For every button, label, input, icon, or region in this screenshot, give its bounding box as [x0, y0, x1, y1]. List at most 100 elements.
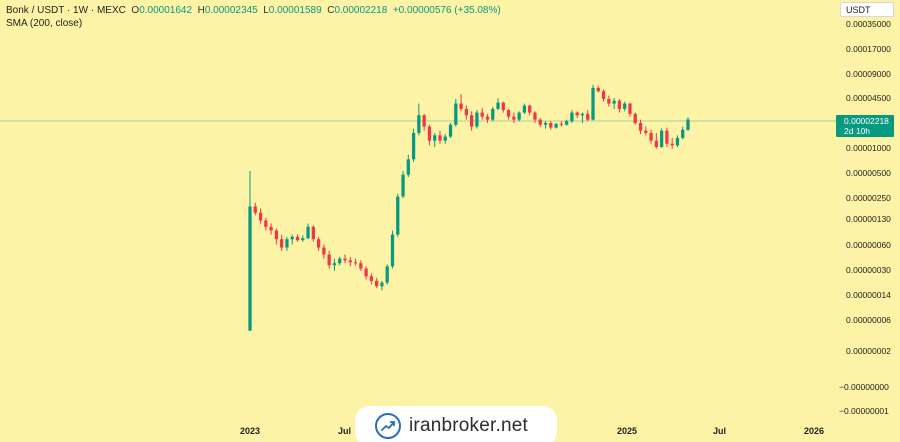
y-tick-label: 0.00017000: [846, 44, 891, 54]
high-value: 0.00002345: [204, 5, 258, 16]
candle-body: [564, 121, 569, 125]
low-key: L: [263, 5, 269, 16]
candle-body: [675, 137, 680, 146]
candle-body: [475, 112, 479, 127]
y-tick-label: 0.00035000: [846, 19, 891, 29]
candle-body: [316, 239, 321, 248]
candle-body: [575, 112, 579, 116]
candle-body: [512, 116, 516, 120]
candle-body: [401, 174, 405, 197]
candle-body: [290, 236, 294, 240]
candle-body: [623, 103, 627, 109]
candle-body: [638, 122, 643, 131]
candle-body: [665, 130, 669, 144]
y-tick-label: 0.00009000: [846, 69, 891, 79]
candle-body: [327, 254, 331, 266]
candle-body: [496, 102, 500, 109]
candle-body: [586, 113, 590, 120]
candle-body: [501, 102, 505, 111]
candle-body: [670, 143, 674, 146]
candle-body: [332, 263, 337, 266]
candle-body: [396, 196, 400, 235]
candle-body: [375, 280, 379, 287]
x-tick-label: Jul: [338, 426, 352, 436]
candle-body: [633, 113, 637, 123]
candle-body: [470, 115, 474, 127]
candle-body: [617, 100, 622, 109]
ohlc-legend: Bonk / USDT · 1W · MEXC O0.00001642 H0.0…: [6, 4, 501, 17]
candle-body: [301, 238, 305, 241]
candle-body: [280, 239, 284, 248]
candle-body: [491, 108, 495, 120]
candle-body: [353, 262, 358, 264]
open-key: O: [131, 5, 140, 16]
y-tick-label: 0.00000250: [846, 193, 891, 203]
high-key: H: [197, 5, 205, 16]
candle-body: [549, 122, 553, 128]
candle-body: [348, 260, 352, 263]
x-tick-label: 2025: [617, 426, 638, 436]
candle-body: [274, 230, 279, 240]
candle-body: [543, 122, 548, 125]
candle-body: [438, 135, 442, 141]
candle-body: [659, 130, 664, 147]
last-price-tag: 0.00002218 2d 10h: [836, 115, 894, 137]
candle-body: [607, 98, 611, 104]
x-tick-label: Jul: [713, 426, 727, 436]
candle-body: [411, 132, 416, 160]
candle-body: [649, 132, 653, 141]
y-tick-label: 0.00000006: [846, 315, 891, 325]
candle-body: [480, 112, 484, 117]
candle-body: [417, 115, 421, 133]
candle-body: [464, 108, 468, 116]
y-tick-label: 0.00001000: [846, 143, 891, 153]
y-tick-label: 0.00000030: [846, 265, 891, 275]
candle-body: [258, 212, 263, 221]
y-tick-label: −0.00000001: [839, 406, 889, 416]
change-value: +0.00000576 (+35.08%): [392, 5, 501, 16]
y-tick-label: 0.00004500: [846, 93, 891, 103]
last-price-value: 0.00002218: [844, 116, 889, 126]
trend-chart-icon: [375, 413, 401, 439]
candle-body: [390, 234, 395, 267]
open-value: 0.00001642: [139, 5, 193, 16]
candle-body: [522, 105, 527, 113]
candle-body: [253, 206, 257, 213]
candle-body: [533, 112, 537, 120]
candle-body: [443, 136, 447, 141]
y-tick-label: 0.00000060: [846, 240, 891, 250]
candle-body: [295, 236, 300, 241]
candle-body: [506, 110, 511, 117]
candle-body: [570, 112, 574, 122]
symbol-label[interactable]: Bonk / USDT · 1W · MEXC: [6, 5, 126, 16]
candle-body: [485, 116, 490, 120]
candle-body: [517, 112, 521, 120]
candle-body: [385, 266, 389, 283]
candle-body: [380, 282, 384, 287]
watermark: iranbroker.net: [355, 406, 557, 442]
candles-group: [248, 84, 690, 331]
candle-body: [554, 123, 558, 128]
candle-body: [343, 258, 347, 261]
y-tick-label: −0.00000000: [839, 382, 889, 392]
low-value: 0.00001589: [268, 5, 322, 16]
x-tick-label: 2023: [240, 426, 261, 436]
y-tick-label: 0.00000002: [846, 346, 891, 356]
candle-body: [601, 91, 606, 99]
y-tick-label: 0.00000130: [846, 214, 891, 224]
candle-body: [406, 159, 410, 175]
currency-selector[interactable]: USDT: [840, 2, 894, 17]
candle-body: [364, 268, 368, 277]
candle-body: [427, 126, 432, 141]
candle-body: [686, 119, 690, 130]
watermark-text: iranbroker.net: [409, 415, 528, 436]
candle-body: [454, 103, 458, 125]
candle-body: [359, 263, 363, 269]
candle-body: [306, 226, 310, 239]
candle-body: [448, 124, 453, 137]
indicator-legend[interactable]: SMA (200, close): [6, 18, 83, 29]
candle-body: [612, 100, 616, 104]
candle-body: [433, 135, 437, 141]
